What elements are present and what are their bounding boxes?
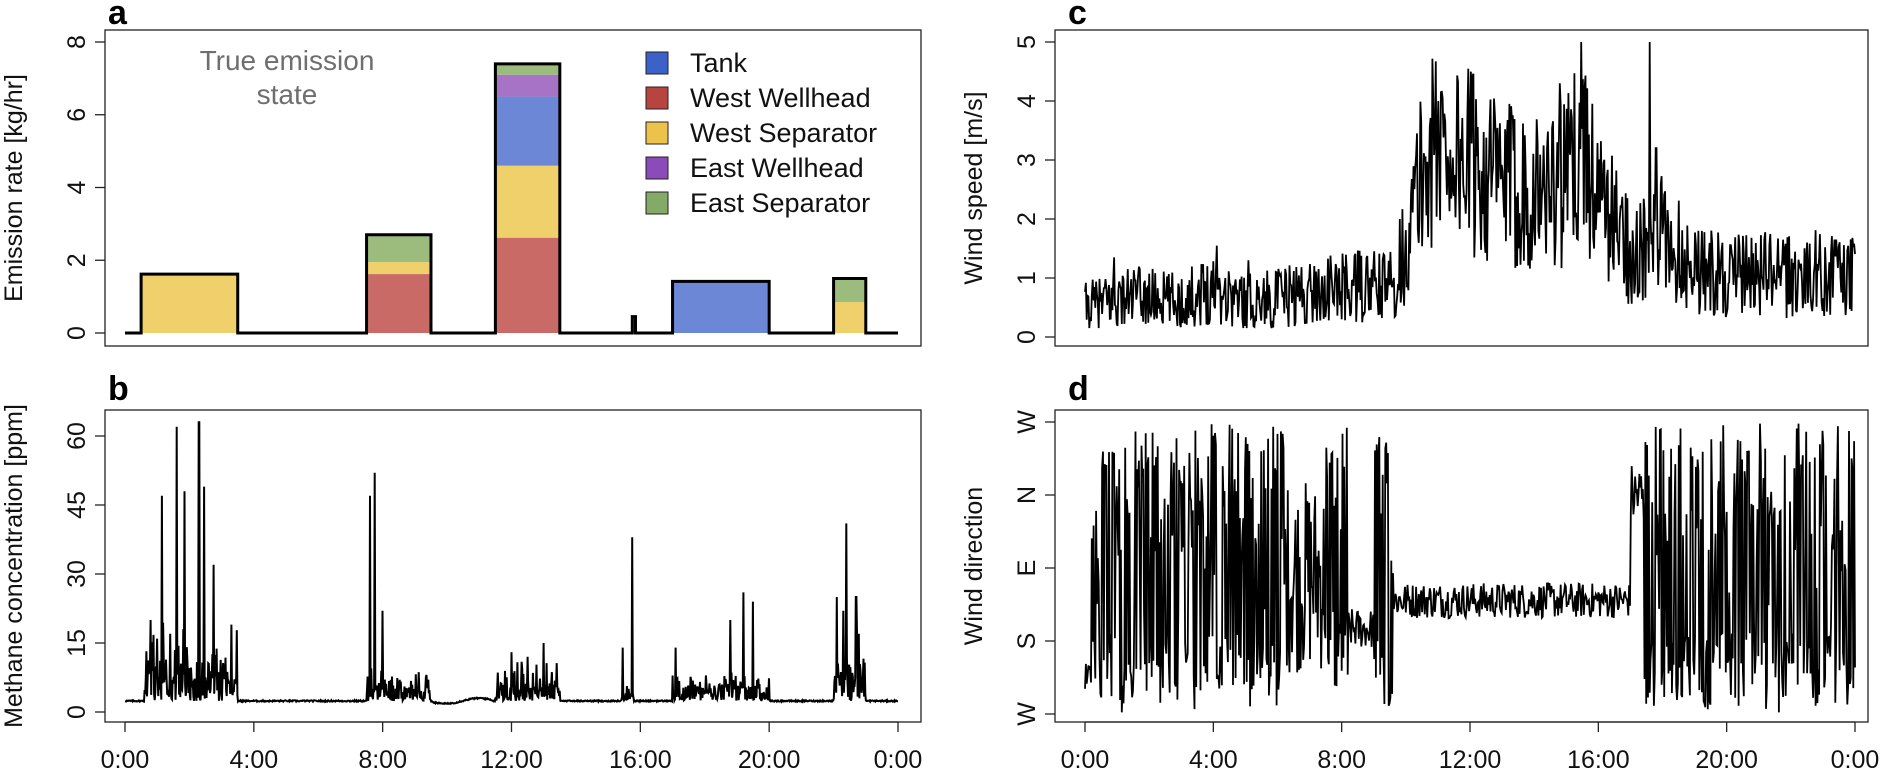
y-tick-label: 2 xyxy=(1013,212,1041,226)
x-tick-label: 0:00 xyxy=(874,746,923,774)
y-tick-label: 60 xyxy=(63,422,91,450)
annotation-true-emission-line1: True emission xyxy=(200,45,375,76)
emission-outline xyxy=(125,62,898,335)
y-axis-a: 0 2 4 6 8 xyxy=(63,35,105,340)
y-tick-label: 0 xyxy=(1013,330,1041,344)
legend-label: East Separator xyxy=(690,188,870,218)
y-tick-label: 1 xyxy=(1013,271,1041,285)
y-axis-label-d: Wind direction xyxy=(960,487,988,645)
panel-d-wind-direction: d W S E N W 0:00 4:00 8:00 12:00 16:00 20:00 0:00 … xyxy=(960,370,1879,774)
wind-direction-line xyxy=(1084,423,1856,713)
legend-label: East Wellhead xyxy=(690,153,864,183)
y-tick-label: E xyxy=(1013,560,1041,577)
bar-segment-tank xyxy=(632,316,636,333)
x-tick-label: 20:00 xyxy=(1695,746,1758,774)
x-tick-label: 16:00 xyxy=(609,746,672,774)
x-tick-label: 12:00 xyxy=(1439,746,1502,774)
x-axis-b: 0:00 4:00 8:00 12:00 16:00 20:00 0:00 xyxy=(101,721,923,774)
panel-letter-a: a xyxy=(108,0,128,32)
y-tick-label: 2 xyxy=(63,253,91,267)
bar-segment-west-wellhead xyxy=(366,274,431,333)
emission-bars xyxy=(125,62,898,335)
panel-c-wind-speed: c 0 1 2 3 4 5 Wind speed [m/s] xyxy=(960,0,1869,347)
y-tick-label: 30 xyxy=(63,560,91,588)
bar-segment-east-separator xyxy=(366,234,431,263)
bar-segment-tank xyxy=(495,96,560,166)
y-tick-label: 8 xyxy=(63,35,91,49)
x-axis-d: 0:00 4:00 8:00 12:00 16:00 20:00 0:00 xyxy=(1061,721,1880,774)
bar-segment-east-separator xyxy=(833,278,866,303)
plot-frame-c xyxy=(1054,29,1869,347)
bar-segment-east-separator xyxy=(495,63,560,75)
y-tick-label: W xyxy=(1013,702,1041,726)
annotation-true-emission-line2: state xyxy=(257,79,318,110)
x-tick-label: 0:00 xyxy=(101,746,150,774)
bar-segment-west-wellhead xyxy=(495,237,560,333)
y-tick-label: 0 xyxy=(63,326,91,340)
x-tick-label: 16:00 xyxy=(1567,746,1630,774)
legend-swatch xyxy=(645,121,669,145)
x-tick-label: 8:00 xyxy=(358,746,407,774)
panel-letter-b: b xyxy=(108,370,129,408)
legend-label: West Separator xyxy=(690,118,877,148)
y-tick-label: 5 xyxy=(1013,35,1041,49)
legend-swatch xyxy=(645,156,669,180)
y-tick-label: W xyxy=(1013,410,1041,434)
x-tick-label: 8:00 xyxy=(1317,746,1366,774)
y-tick-label: 4 xyxy=(63,180,91,194)
x-tick-label: 0:00 xyxy=(1831,746,1880,774)
methane-line xyxy=(124,421,898,706)
legend-label: Tank xyxy=(690,48,748,78)
wind-speed-line xyxy=(1084,41,1856,329)
panel-a-emission-rate: a Tank West Wellhead West Separator East We… xyxy=(0,0,922,347)
bar-segment-east-wellhead xyxy=(495,74,560,97)
legend-label: West Wellhead xyxy=(690,83,871,113)
x-tick-label: 20:00 xyxy=(738,746,801,774)
legend-swatch xyxy=(645,191,669,215)
panel-letter-d: d xyxy=(1068,370,1089,408)
y-tick-label: 4 xyxy=(1013,94,1041,108)
legend-swatch xyxy=(645,51,669,75)
x-tick-label: 0:00 xyxy=(1061,746,1110,774)
x-tick-label: 12:00 xyxy=(480,746,543,774)
panel-letter-c: c xyxy=(1068,0,1087,32)
bar-segment-tank xyxy=(672,281,770,333)
y-tick-label: 15 xyxy=(63,629,91,657)
y-axis-c: 0 1 2 3 4 5 xyxy=(1013,35,1055,344)
x-tick-label: 4:00 xyxy=(229,746,278,774)
y-tick-label: S xyxy=(1013,633,1041,650)
y-tick-label: 6 xyxy=(63,108,91,122)
bar-segment-west-separator xyxy=(366,262,431,275)
bar-segment-west-separator xyxy=(141,274,238,333)
y-axis-label-b: Methane concentration [ppm] xyxy=(0,404,28,728)
legend-swatch xyxy=(645,86,669,110)
bar-segment-west-separator xyxy=(833,302,866,333)
y-tick-label: 3 xyxy=(1013,153,1041,167)
y-axis-label-c: Wind speed [m/s] xyxy=(960,91,988,284)
bar-segment-west-separator xyxy=(495,165,560,238)
y-axis-label-a: Emission rate [kg/hr] xyxy=(0,74,28,302)
legend: Tank West Wellhead West Separator East Well… xyxy=(645,48,877,218)
y-tick-label: N xyxy=(1013,486,1041,504)
y-tick-label: 0 xyxy=(63,705,91,719)
x-tick-label: 4:00 xyxy=(1189,746,1238,774)
y-axis-b: 0 15 30 45 60 xyxy=(63,422,105,719)
y-tick-label: 45 xyxy=(63,491,91,519)
y-axis-d: W S E N W xyxy=(1013,410,1055,726)
